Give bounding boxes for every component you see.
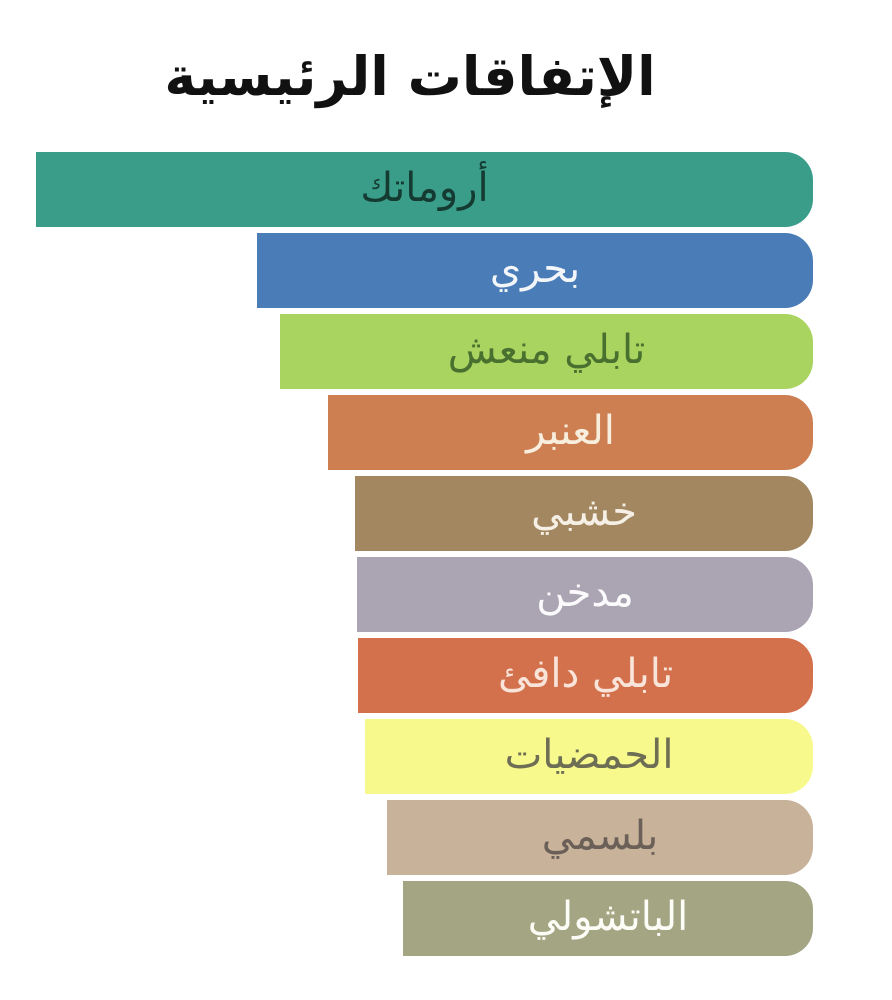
accord-bar: خشبي [355, 476, 813, 551]
accord-bar-label: العنبر [526, 407, 615, 454]
accord-bar-label: مدخن [536, 569, 634, 616]
accord-bar: تابلي دافئ [358, 638, 813, 713]
accord-bar: الباتشولي [403, 881, 813, 956]
accord-bar: العنبر [328, 395, 813, 470]
accord-bar-label: بحري [489, 245, 581, 292]
accord-bar: مدخن [357, 557, 813, 632]
accord-bar-label: الحمضيات [504, 731, 674, 778]
accord-bars-list: أروماتك بحري تابلي منعش العنبر خشبي مدخن… [0, 152, 813, 956]
accord-bar-label: تابلي منعش [447, 326, 646, 373]
accord-bar: بحري [257, 233, 813, 308]
accord-bar-label: الباتشولي [527, 893, 689, 940]
accord-bar: بلسمي [387, 800, 813, 875]
accord-bar-label: بلسمي [541, 812, 659, 859]
accord-bar: تابلي منعش [280, 314, 813, 389]
accord-bar-label: خشبي [531, 488, 637, 535]
accord-bar-label: تابلي دافئ [497, 650, 674, 697]
accord-bar: الحمضيات [365, 719, 813, 794]
accord-bar-label: أروماتك [360, 164, 489, 211]
accord-bar: أروماتك [36, 152, 813, 227]
chart-title: الإتفاقات الرئيسية [164, 44, 656, 108]
